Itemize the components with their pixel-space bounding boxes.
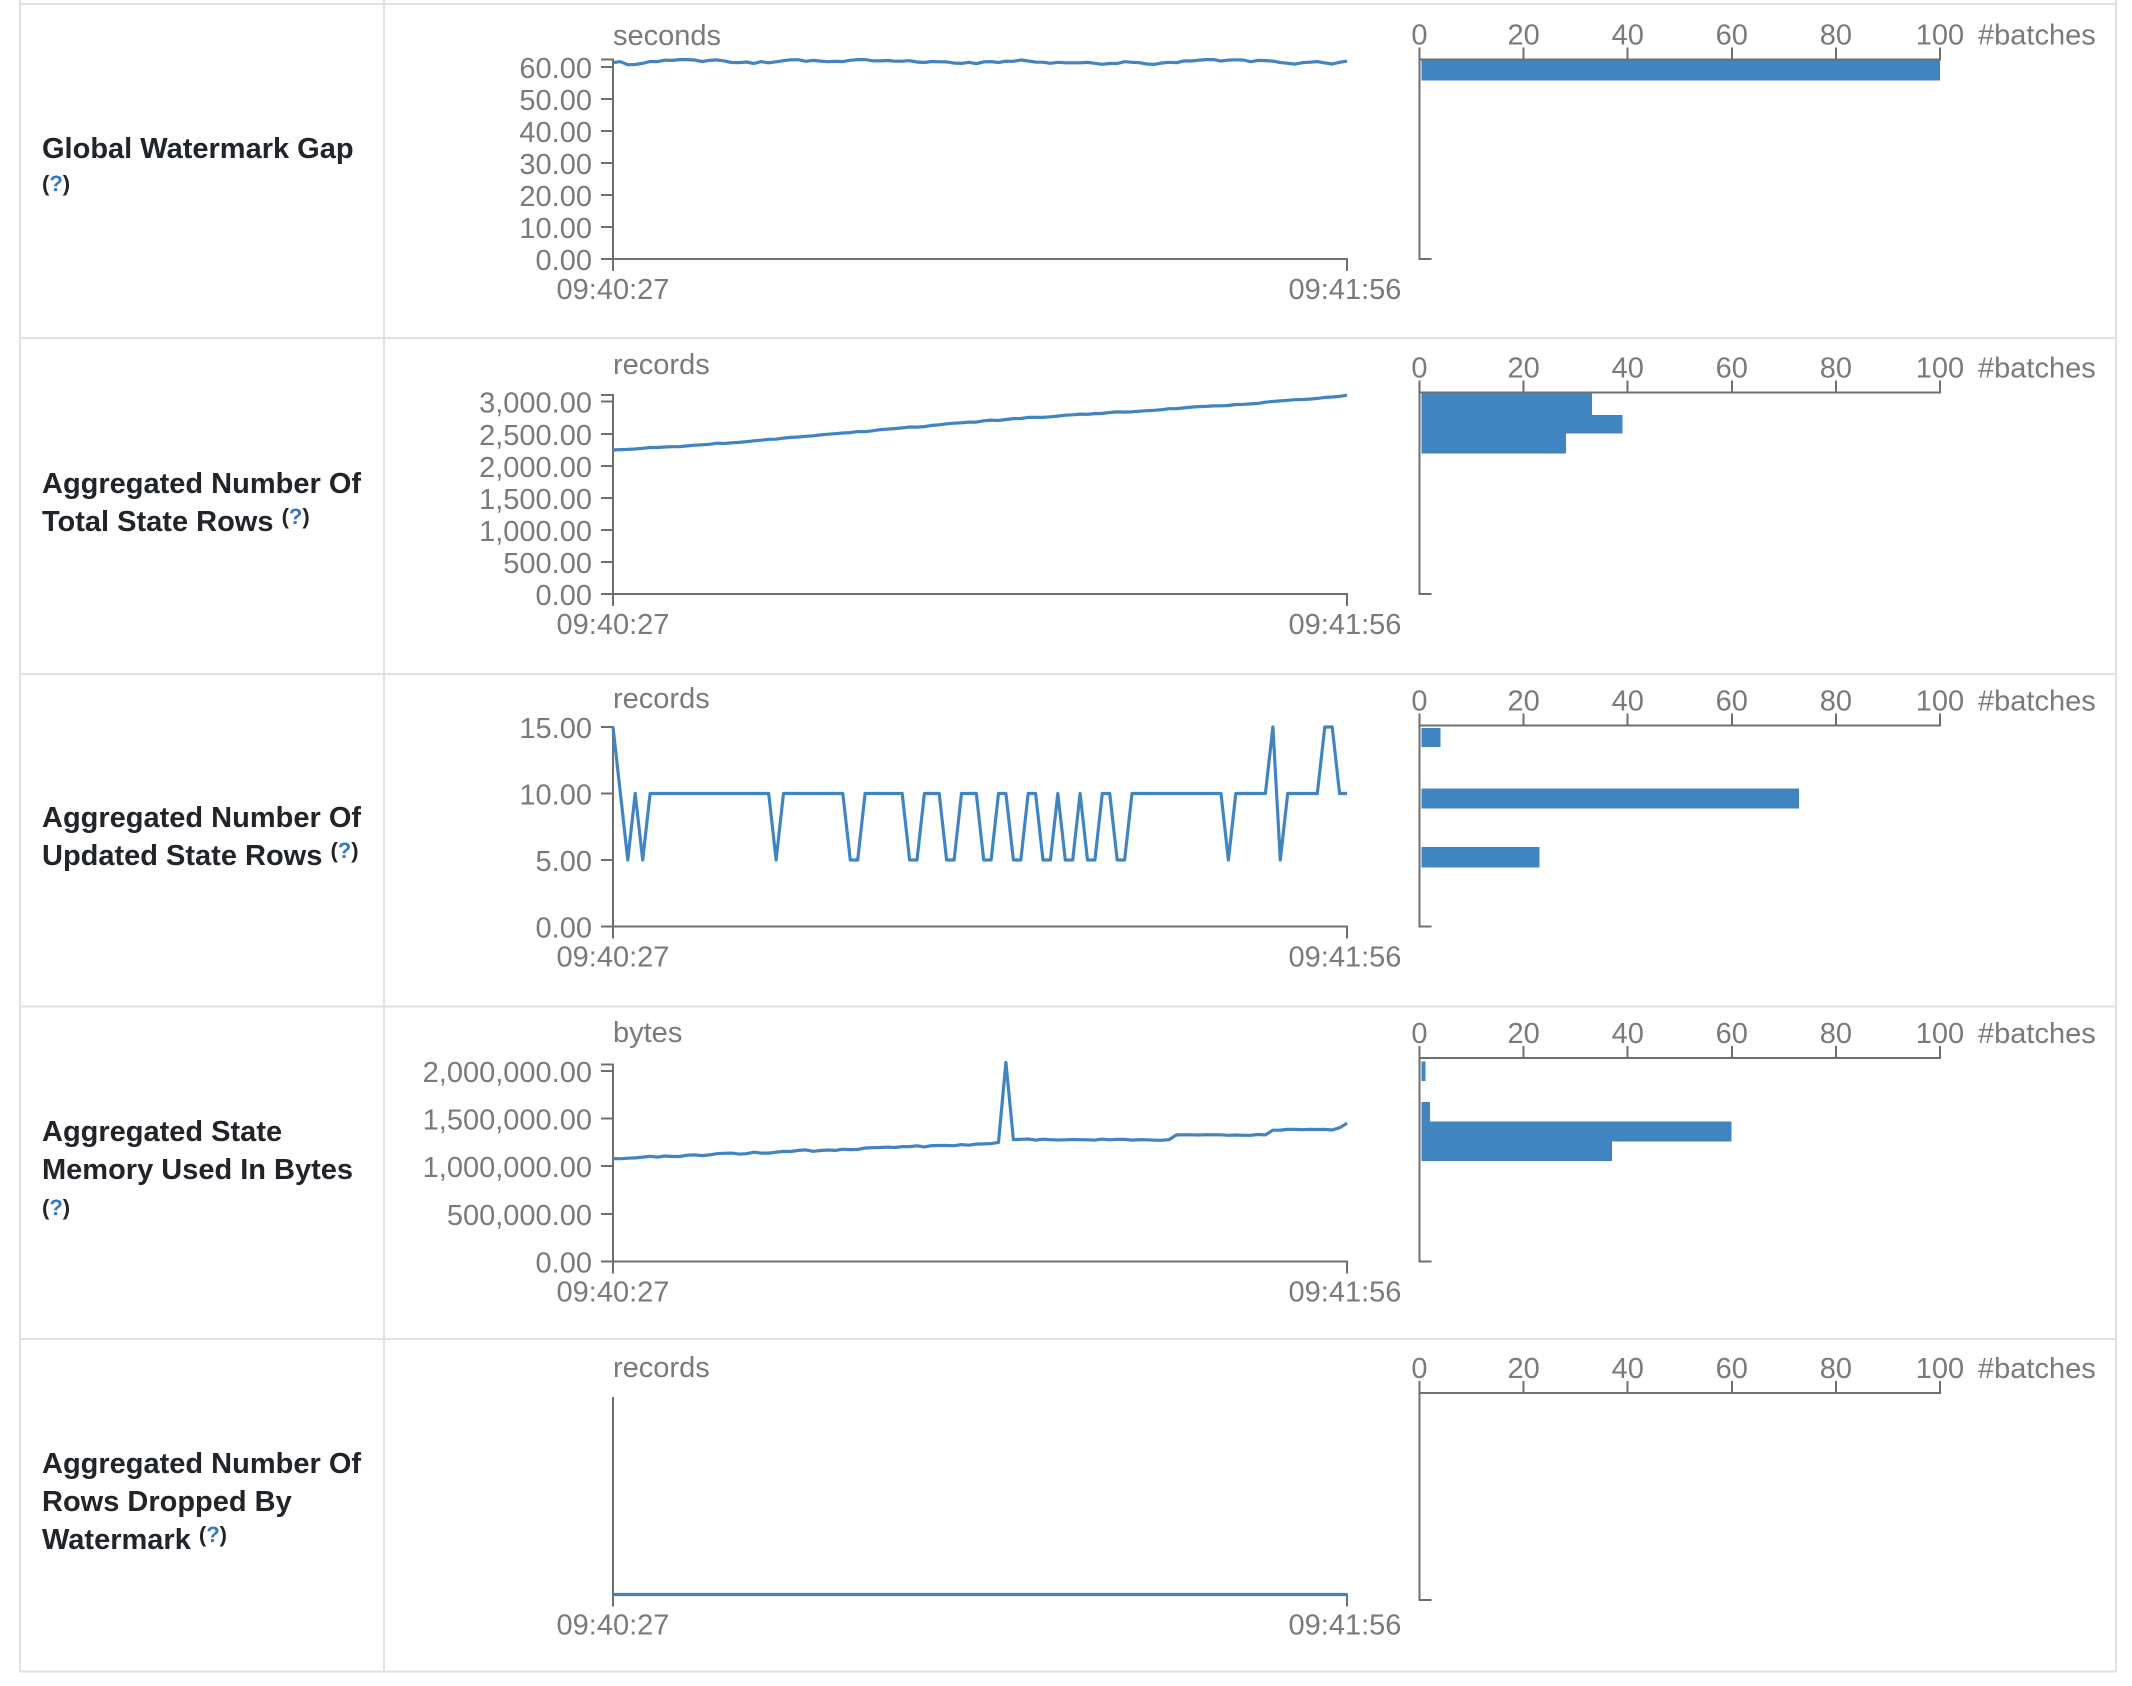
svg-text:#batches: #batches	[1978, 20, 2096, 52]
svg-text:20: 20	[1507, 686, 1539, 718]
svg-text:records: records	[613, 683, 710, 715]
svg-text:09:41:56: 09:41:56	[1289, 1276, 1402, 1308]
svg-text:#batches: #batches	[1978, 353, 2096, 385]
svg-text:09:40:27: 09:40:27	[557, 1276, 670, 1308]
svg-text:2,500.00: 2,500.00	[479, 420, 592, 452]
svg-text:2,000,000.00: 2,000,000.00	[423, 1057, 592, 1089]
svg-text:#batches: #batches	[1978, 1353, 2096, 1385]
svg-text:0: 0	[1411, 353, 1427, 385]
svg-text:15.00: 15.00	[519, 713, 592, 745]
svg-text:80: 80	[1820, 1353, 1852, 1385]
svg-text:#batches: #batches	[1978, 1018, 2096, 1050]
svg-text:100: 100	[1916, 686, 1964, 718]
svg-text:40: 40	[1612, 20, 1644, 52]
svg-text:1,500,000.00: 1,500,000.00	[423, 1105, 592, 1137]
svg-text:09:40:27: 09:40:27	[557, 942, 670, 974]
svg-text:500,000.00: 500,000.00	[447, 1200, 592, 1232]
svg-text:records: records	[613, 1352, 710, 1384]
svg-text:0: 0	[1411, 20, 1427, 52]
svg-text:100: 100	[1916, 20, 1964, 52]
svg-text:20: 20	[1507, 1018, 1539, 1050]
svg-text:60: 60	[1716, 20, 1748, 52]
svg-text:500.00: 500.00	[503, 548, 592, 580]
svg-text:0: 0	[1411, 1018, 1427, 1050]
svg-text:40: 40	[1612, 686, 1644, 718]
svg-text:30.00: 30.00	[519, 149, 592, 181]
svg-text:09:41:56: 09:41:56	[1289, 1610, 1402, 1642]
svg-text:seconds: seconds	[613, 20, 721, 52]
svg-text:100: 100	[1916, 1018, 1964, 1050]
svg-text:40: 40	[1612, 1353, 1644, 1385]
svg-text:40.00: 40.00	[519, 117, 592, 149]
svg-text:20: 20	[1507, 353, 1539, 385]
svg-text:0: 0	[1411, 1353, 1427, 1385]
svg-text:40: 40	[1612, 353, 1644, 385]
svg-text:10.00: 10.00	[519, 213, 592, 245]
svg-text:20: 20	[1507, 20, 1539, 52]
svg-text:80: 80	[1820, 20, 1852, 52]
svg-text:100: 100	[1916, 1353, 1964, 1385]
svg-text:09:40:27: 09:40:27	[557, 609, 670, 641]
svg-text:1,500.00: 1,500.00	[479, 484, 592, 516]
svg-text:50.00: 50.00	[519, 85, 592, 117]
svg-text:60: 60	[1716, 353, 1748, 385]
svg-text:09:41:56: 09:41:56	[1289, 942, 1402, 974]
svg-text:20.00: 20.00	[519, 181, 592, 213]
svg-text:0.00: 0.00	[536, 580, 592, 612]
svg-text:100: 100	[1916, 353, 1964, 385]
svg-text:60: 60	[1716, 1353, 1748, 1385]
svg-text:1,000.00: 1,000.00	[479, 516, 592, 548]
svg-text:09:41:56: 09:41:56	[1289, 274, 1402, 306]
svg-text:09:40:27: 09:40:27	[557, 1610, 670, 1642]
svg-text:bytes: bytes	[613, 1017, 682, 1049]
svg-text:0.00: 0.00	[536, 913, 592, 945]
svg-text:80: 80	[1820, 353, 1852, 385]
svg-text:#batches: #batches	[1978, 686, 2096, 718]
svg-text:0: 0	[1411, 686, 1427, 718]
svg-text:80: 80	[1820, 1018, 1852, 1050]
svg-text:5.00: 5.00	[536, 846, 592, 878]
svg-text:80: 80	[1820, 686, 1852, 718]
svg-text:09:40:27: 09:40:27	[557, 274, 670, 306]
svg-text:60: 60	[1716, 686, 1748, 718]
svg-text:10.00: 10.00	[519, 780, 592, 812]
svg-text:40: 40	[1612, 1018, 1644, 1050]
svg-text:60: 60	[1716, 1018, 1748, 1050]
svg-text:2,000.00: 2,000.00	[479, 452, 592, 484]
svg-text:09:41:56: 09:41:56	[1289, 609, 1402, 641]
svg-text:3,000.00: 3,000.00	[479, 388, 592, 420]
svg-text:0.00: 0.00	[536, 245, 592, 277]
svg-text:0.00: 0.00	[536, 1247, 592, 1279]
svg-text:20: 20	[1507, 1353, 1539, 1385]
svg-text:60.00: 60.00	[519, 53, 592, 85]
svg-text:1,000,000.00: 1,000,000.00	[423, 1152, 592, 1184]
svg-text:records: records	[613, 349, 710, 381]
